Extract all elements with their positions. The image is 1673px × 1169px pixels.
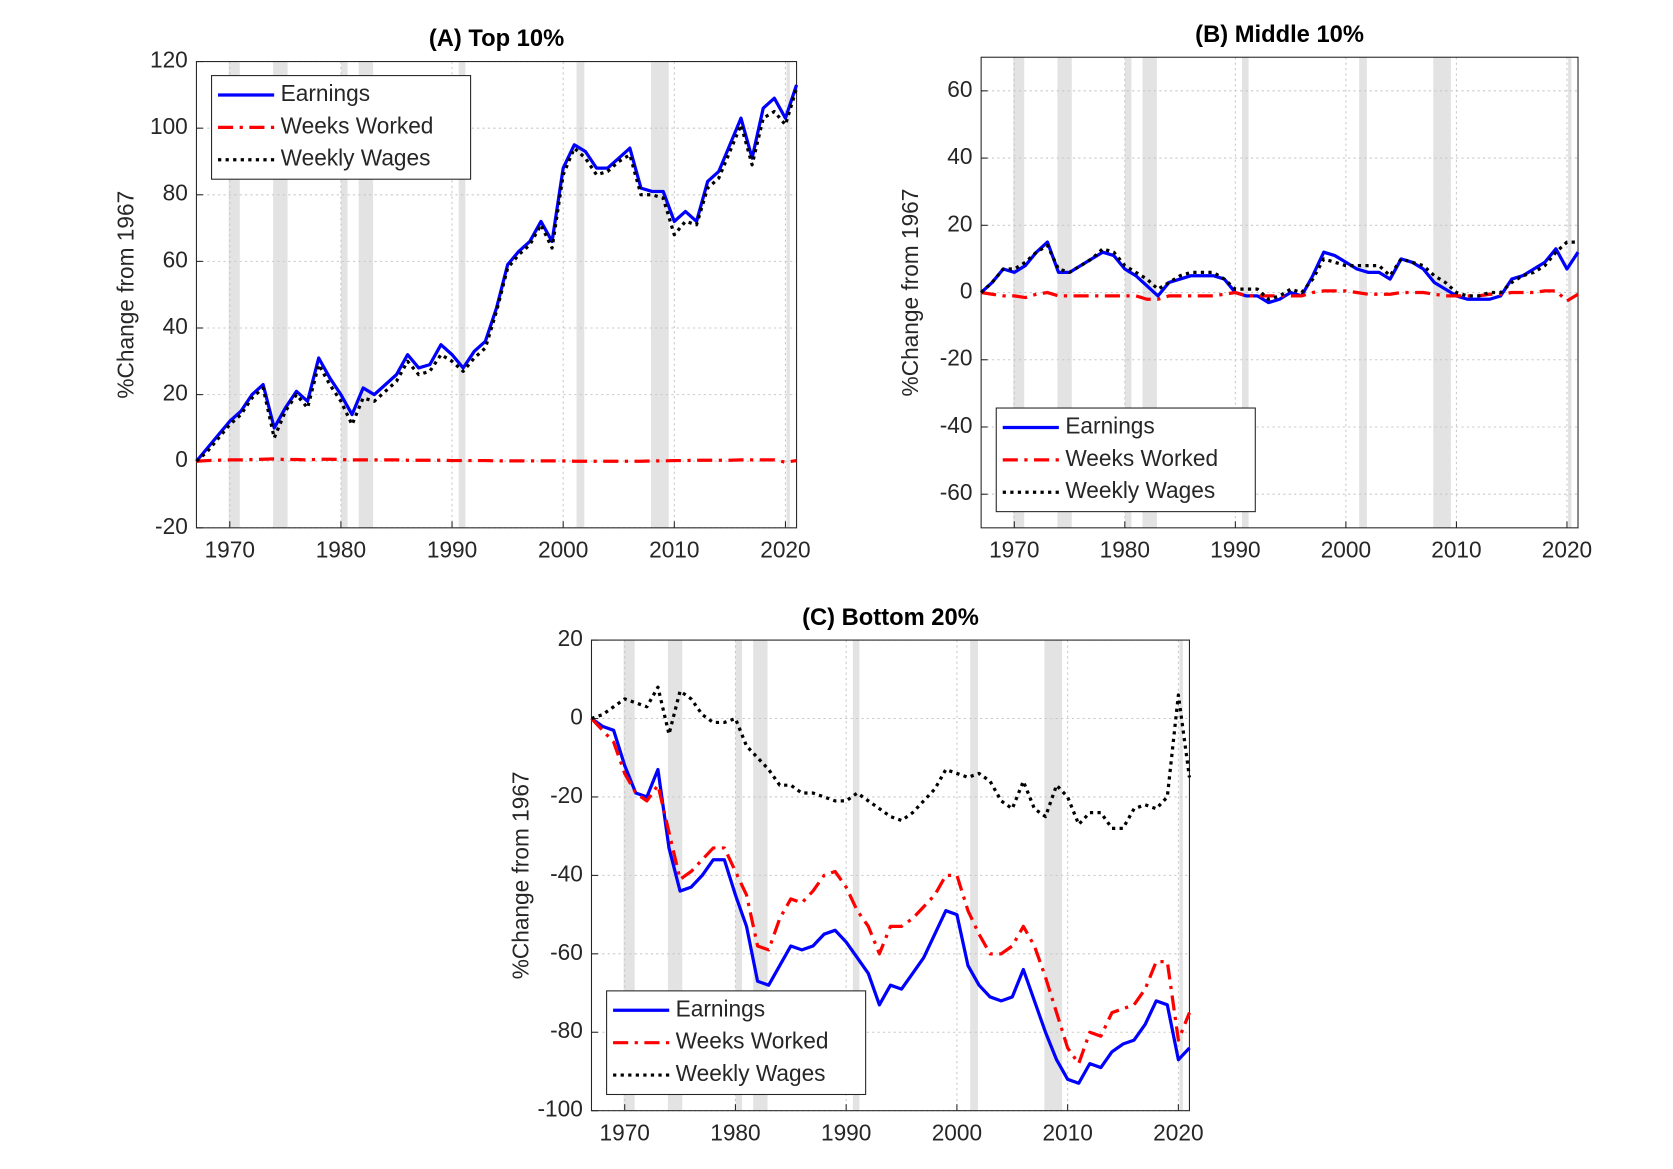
series-line	[590, 717, 1191, 1085]
y-tick-label: -20	[940, 345, 973, 371]
y-tick-label: 20	[558, 625, 583, 651]
y-tick-label: -60	[550, 939, 583, 965]
y-tick-label: 60	[947, 76, 972, 102]
x-tick-label: 1980	[1100, 537, 1150, 563]
x-tick-label: 2000	[932, 1119, 982, 1145]
x-tick-label: 1980	[316, 537, 366, 563]
y-axis-label: %Change from 1967	[112, 191, 138, 399]
y-tick-label: -20	[155, 513, 188, 539]
recession-band	[228, 61, 240, 528]
series-line	[195, 87, 799, 463]
chart-title: (A) Top 10%	[429, 26, 564, 52]
y-tick-label: 60	[163, 246, 188, 272]
recession-band	[1013, 57, 1025, 528]
series-line	[590, 685, 1192, 830]
y-axis-label: %Change from 1967	[507, 771, 533, 979]
x-tick-label: 1970	[989, 537, 1039, 563]
recession-band	[1241, 57, 1249, 528]
legend: Earnings Weeks Worked Weekly Wages	[211, 75, 472, 180]
panel: 1970 1980 1990 2000 2010 2020 -60 -40 -20 0 20 40 60…	[897, 22, 1592, 563]
axes-box	[195, 61, 798, 529]
x-tick-label: 2020	[1542, 537, 1592, 563]
x-tick-label: 2020	[760, 537, 810, 563]
y-tick-label: -40	[550, 860, 583, 886]
legend-label: Earnings	[676, 995, 765, 1021]
x-tick-label: 1980	[710, 1119, 760, 1145]
x-tick-label: 2010	[1042, 1119, 1092, 1145]
x-tick-label: 2010	[649, 537, 699, 563]
y-tick-label: -100	[537, 1096, 582, 1122]
y-tick-label: 120	[150, 47, 188, 73]
recession-band	[786, 61, 790, 528]
x-tick-label: 2000	[538, 537, 588, 563]
x-tick-label: 1990	[1210, 537, 1260, 563]
y-tick-label: -40	[940, 412, 973, 438]
y-axis-label: %Change from 1967	[897, 189, 923, 397]
legend-label: Weekly Wages	[281, 145, 431, 171]
series-line	[196, 457, 797, 464]
y-tick-label: 0	[960, 278, 973, 304]
x-tick-label: 1990	[821, 1119, 871, 1145]
legend: Earnings Weeks Worked Weekly Wages	[606, 990, 867, 1096]
y-tick-label: 0	[175, 446, 188, 472]
y-tick-label: 20	[947, 210, 972, 236]
recession-band	[576, 61, 585, 528]
x-tick-label: 1990	[427, 537, 477, 563]
legend-label: Weeks Worked	[281, 112, 434, 138]
y-tick-label: -80	[550, 1017, 583, 1043]
legend-label: Weekly Wages	[1065, 477, 1215, 503]
recession-band	[970, 640, 978, 1111]
axes-box	[590, 639, 1190, 1112]
x-tick-label: 1970	[600, 1119, 650, 1145]
x-tick-label: 1970	[205, 537, 255, 563]
chart-title: (B) Middle 10%	[1195, 22, 1364, 48]
legend-label: Weeks Worked	[676, 1028, 829, 1054]
series-line	[590, 717, 1191, 1066]
y-tick-label: -20	[550, 782, 583, 808]
x-tick-label: 2010	[1431, 537, 1481, 563]
recession-band	[1433, 57, 1451, 528]
y-tick-label: 100	[150, 113, 188, 139]
recession-band	[623, 640, 635, 1111]
recession-band	[340, 61, 348, 528]
y-tick-label: 0	[570, 704, 583, 730]
y-tick-label: -60	[940, 479, 973, 505]
panel: 1970 1980 1990 2000 2010 2020 -100 -80 -60 -40 -20…	[507, 605, 1203, 1146]
y-tick-label: 20	[163, 380, 188, 406]
x-tick-label: 2020	[1153, 1119, 1203, 1145]
legend: Earnings Weeks Worked Weekly Wages	[995, 407, 1256, 513]
legend-label: Earnings	[1065, 412, 1154, 438]
legend-label: Earnings	[281, 80, 370, 106]
legend-label: Weeks Worked	[1065, 445, 1218, 471]
series-line	[980, 240, 1579, 301]
y-tick-label: 80	[163, 180, 188, 206]
y-tick-label: 40	[163, 313, 188, 339]
legend-label: Weekly Wages	[676, 1060, 826, 1086]
recession-band	[1044, 640, 1063, 1111]
panel: 1970 1980 1990 2000 2010 2020 -20 0 20 40 60 80 100 1…	[112, 26, 810, 562]
series-line	[980, 240, 1580, 305]
x-tick-label: 2000	[1321, 537, 1371, 563]
recession-band	[458, 61, 466, 528]
y-tick-label: 40	[947, 143, 972, 169]
recession-band	[650, 61, 669, 528]
chart-title: (C) Bottom 20%	[802, 605, 979, 631]
